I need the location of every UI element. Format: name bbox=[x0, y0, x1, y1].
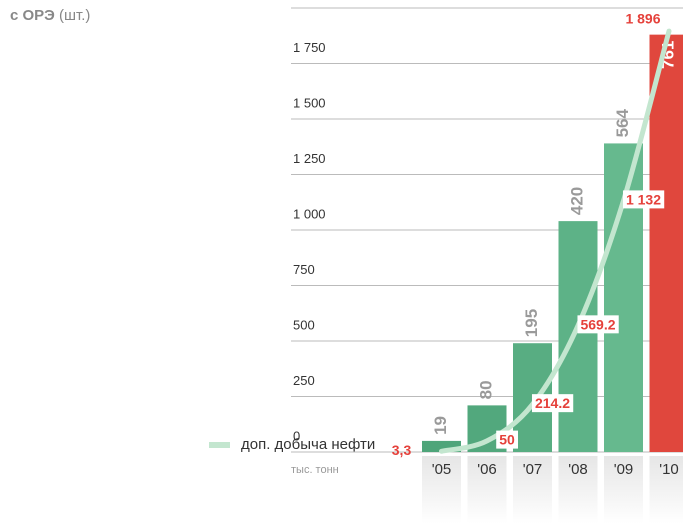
bar-label: 420 bbox=[567, 187, 586, 215]
bar-label: 195 bbox=[522, 309, 541, 337]
bar-label: 80 bbox=[476, 380, 495, 399]
bar bbox=[650, 35, 683, 452]
title-unit: (шт.) bbox=[59, 7, 90, 24]
y-tick-label: 0 bbox=[293, 428, 300, 443]
x-tick-label: '06 bbox=[477, 461, 497, 478]
chart-title: с ОРЭ (шт.) bbox=[10, 7, 90, 24]
x-tick-label: '09 bbox=[614, 461, 634, 478]
bar-label: 564 bbox=[613, 109, 632, 138]
line-value-label: 50 bbox=[499, 432, 515, 448]
line-value-label: 1 132 bbox=[626, 191, 661, 207]
y-tick-label: 750 bbox=[293, 262, 315, 277]
y-tick-label: 1 250 bbox=[293, 151, 326, 166]
legend-swatch bbox=[209, 442, 230, 448]
line-value-label: 569.2 bbox=[580, 316, 615, 332]
x-tick-label: '05 bbox=[432, 461, 452, 478]
y-tick-label: 1 750 bbox=[293, 40, 326, 55]
x-axis-label: тыс. тонн bbox=[291, 464, 339, 476]
bar-label: 19 bbox=[431, 416, 450, 435]
line-value-label: 3,3 bbox=[392, 442, 412, 458]
x-tick-label: '10 bbox=[659, 461, 679, 478]
y-tick-label: 1 000 bbox=[293, 206, 326, 221]
legend-label: доп. добыча нефти bbox=[241, 436, 375, 453]
y-tick-label: 500 bbox=[293, 317, 315, 332]
y-tick-label: 250 bbox=[293, 373, 315, 388]
bar bbox=[559, 221, 598, 452]
line-value-label: 214.2 bbox=[535, 395, 570, 411]
bar bbox=[604, 143, 643, 452]
title: с ОРЭ bbox=[10, 7, 55, 24]
x-tick-label: '07 bbox=[523, 461, 543, 478]
x-tick-label: '08 bbox=[568, 461, 588, 478]
line-value-label: 1 896 bbox=[625, 11, 660, 27]
y-tick-label: 1 500 bbox=[293, 95, 326, 110]
